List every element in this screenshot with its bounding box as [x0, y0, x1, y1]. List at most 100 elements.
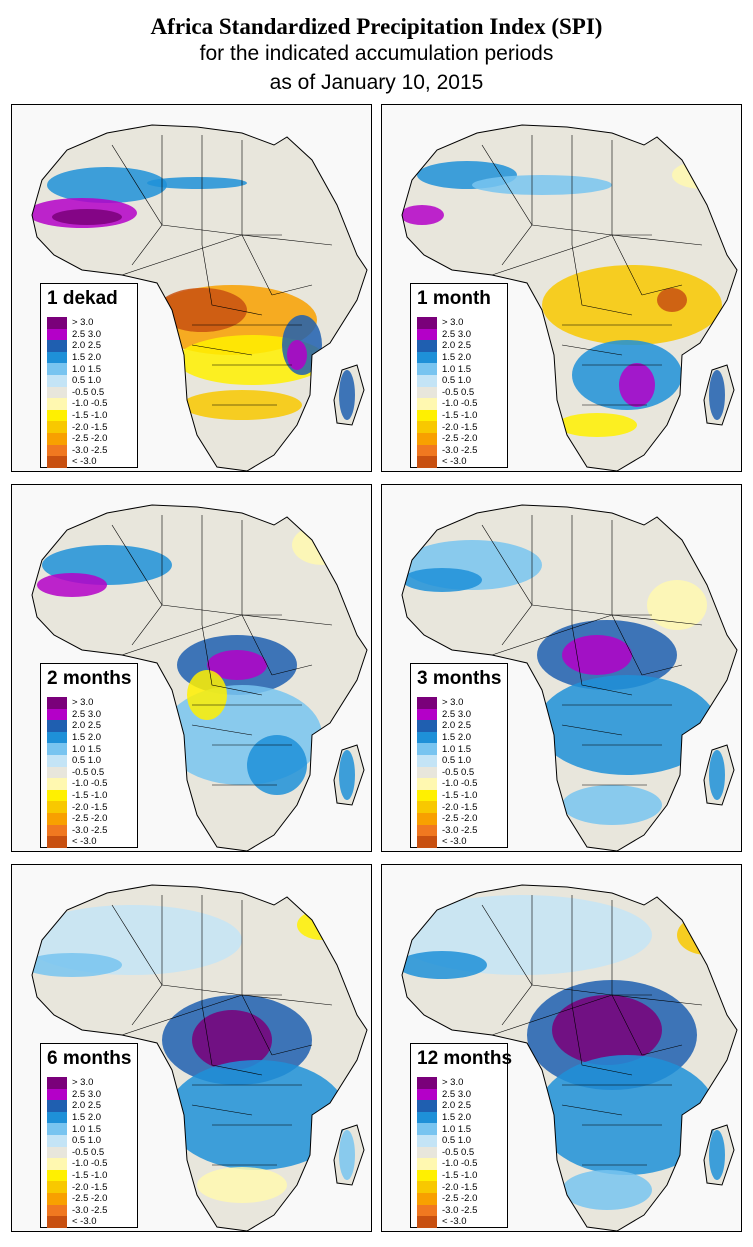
coastline: [703, 1124, 735, 1186]
legend-label: -0.5 0.5: [442, 766, 475, 778]
country-border: [191, 344, 253, 356]
legend-row: < -3.0: [417, 1216, 477, 1228]
country-border: [111, 144, 163, 226]
spi-anomaly-region: [197, 1167, 287, 1203]
legend-label: > 3.0: [72, 697, 94, 709]
spi-anomaly-region: [247, 735, 307, 795]
legend-swatch: [417, 720, 437, 732]
legend-label: 0.5 1.0: [72, 1135, 102, 1147]
legend-row: 1.5 2.0: [47, 731, 107, 744]
spi-legend: 2 months > 3.0 2.5 3.0 2.0 2.5 1.5 2.0 1.0 1…: [40, 663, 138, 848]
legend-swatch: [47, 708, 67, 721]
spi-anomaly-region: [672, 161, 732, 189]
legend-row: -2.5 -2.0: [417, 812, 477, 825]
legend-label: -1.5 -1.0: [442, 1170, 478, 1182]
legend-swatch: [417, 1181, 437, 1193]
legend-row: -2.5 -2.0: [417, 432, 477, 445]
legend-swatch: [417, 754, 437, 767]
legend-row: -0.5 0.5: [417, 386, 477, 399]
country-border: [641, 1044, 683, 1056]
legend-swatch: [47, 374, 67, 387]
spi-anomaly-region: [339, 370, 355, 420]
spi-map-panel: 1 dekad > 3.0 2.5 3.0 2.0 2.5 1.5 2.0 1.0 1.…: [11, 104, 372, 472]
coastline: [703, 364, 735, 426]
legend-swatch: [417, 1123, 437, 1135]
legend-label: -1.0 -0.5: [72, 778, 108, 790]
spi-anomaly-region: [287, 340, 307, 370]
legend-label: 1.5 2.0: [72, 1112, 102, 1124]
legend-label: 2.0 2.5: [442, 1100, 472, 1112]
legend-row: 1.0 1.5: [47, 743, 107, 755]
country-border: [121, 614, 243, 656]
legend-label: 0.5 1.0: [442, 755, 472, 767]
legend-swatch: [417, 386, 437, 399]
legend-swatch: [417, 340, 437, 352]
legend-swatch: [417, 789, 437, 802]
spi-anomaly-region: [339, 1130, 355, 1180]
legend-row: -3.0 -2.5: [417, 824, 477, 837]
legend-label: -2.0 -1.5: [72, 1181, 108, 1193]
legend-row: 1.5 2.0: [417, 1111, 477, 1124]
accumulation-period-label: 1 dekad: [47, 288, 118, 309]
legend-label: > 3.0: [72, 317, 94, 329]
spi-anomaly-region: [402, 951, 487, 979]
legend-label: -1.5 -1.0: [442, 410, 478, 422]
spi-anomaly-region: [402, 205, 444, 225]
legend-swatch: [47, 812, 67, 825]
legend-swatch: [417, 1077, 437, 1089]
legend-row: > 3.0: [47, 1077, 107, 1089]
legend-row: > 3.0: [417, 317, 477, 329]
legend-row: -1.0 -0.5: [47, 778, 107, 790]
spi-anomaly-region: [537, 1055, 717, 1175]
legend-row: -1.5 -1.0: [417, 789, 477, 802]
legend-swatch: [47, 1100, 67, 1112]
legend-label: -1.0 -0.5: [72, 398, 108, 410]
accumulation-period-label: 2 months: [47, 668, 132, 689]
spi-anomaly-region: [37, 573, 107, 597]
legend-row: -1.0 -0.5: [47, 398, 107, 410]
legend-label: 2.0 2.5: [442, 720, 472, 732]
legend-label: -2.0 -1.5: [442, 1181, 478, 1193]
spi-anomaly-region: [562, 785, 662, 825]
legend-label: 1.5 2.0: [442, 352, 472, 364]
legend-row: -1.5 -1.0: [417, 1169, 478, 1182]
coastline: [703, 744, 735, 806]
legend-swatch: [417, 766, 437, 779]
country-border: [191, 1104, 253, 1116]
spi-map-panel: 3 months > 3.0 2.5 3.0 2.0 2.5 1.5 2.0 1.0 1…: [381, 484, 742, 852]
spi-anomaly-region: [207, 650, 267, 680]
spi-anomaly-region: [167, 1060, 347, 1170]
legend-row: -2.5 -2.0: [47, 1192, 107, 1205]
legend-swatch: [417, 836, 437, 848]
country-border: [481, 524, 533, 606]
legend-row: < -3.0: [47, 1216, 107, 1228]
legend-swatch: [47, 743, 67, 755]
figure-subtitle: for the indicated accumulation periods: [199, 42, 554, 65]
legend-row: > 3.0: [417, 1077, 477, 1089]
legend-row: 0.5 1.0: [47, 374, 107, 387]
legend-row: 2.0 2.5: [47, 340, 107, 352]
legend-label: -3.0 -2.5: [442, 444, 478, 456]
country-border: [571, 624, 633, 696]
legend-swatch: [47, 1134, 67, 1147]
spi-anomaly-region: [147, 177, 247, 189]
country-border: [561, 724, 623, 736]
country-border: [481, 144, 533, 226]
legend-row: -0.5 0.5: [417, 1146, 477, 1159]
legend-row: -1.0 -0.5: [417, 1158, 477, 1170]
country-border: [111, 904, 163, 986]
legend-row: -0.5 0.5: [417, 766, 477, 779]
legend-swatch: [47, 1181, 67, 1193]
legend-label: -0.5 0.5: [72, 386, 105, 398]
legend-row: 0.5 1.0: [417, 1134, 477, 1147]
country-border: [571, 1004, 633, 1076]
legend-row: -3.0 -2.5: [417, 1204, 477, 1217]
legend-label: -1.0 -0.5: [442, 778, 478, 790]
legend-label: 1.5 2.0: [72, 732, 102, 744]
legend-label: > 3.0: [442, 317, 464, 329]
legend-swatch: [417, 351, 437, 364]
coastline: [401, 884, 738, 1231]
legend-label: -3.0 -2.5: [72, 1204, 108, 1216]
legend-row: 2.5 3.0: [47, 1088, 107, 1101]
spi-anomaly-region: [709, 750, 725, 800]
